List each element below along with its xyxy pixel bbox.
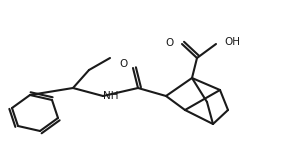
Text: OH: OH [224, 37, 240, 47]
Text: NH: NH [103, 91, 119, 101]
Text: O: O [119, 59, 127, 69]
Text: O: O [166, 38, 174, 48]
